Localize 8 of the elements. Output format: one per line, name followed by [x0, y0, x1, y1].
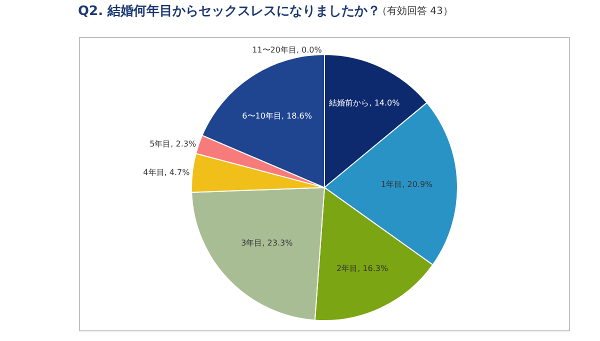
category-label: 11〜20年目, 0.0%	[252, 46, 322, 55]
slice-label: 4年目, 4.7%	[143, 168, 190, 178]
slice-label: 3年目, 23.3%	[241, 238, 294, 248]
slice-label: 5年目, 2.3%	[150, 139, 196, 148]
slice-label: 1年目, 20.9%	[381, 180, 434, 190]
slice-label: 結婚前から, 14.0%	[328, 98, 400, 108]
slice-label: 6〜10年目, 18.6%	[242, 112, 312, 121]
slice-label: 2年目, 16.3%	[336, 264, 388, 273]
